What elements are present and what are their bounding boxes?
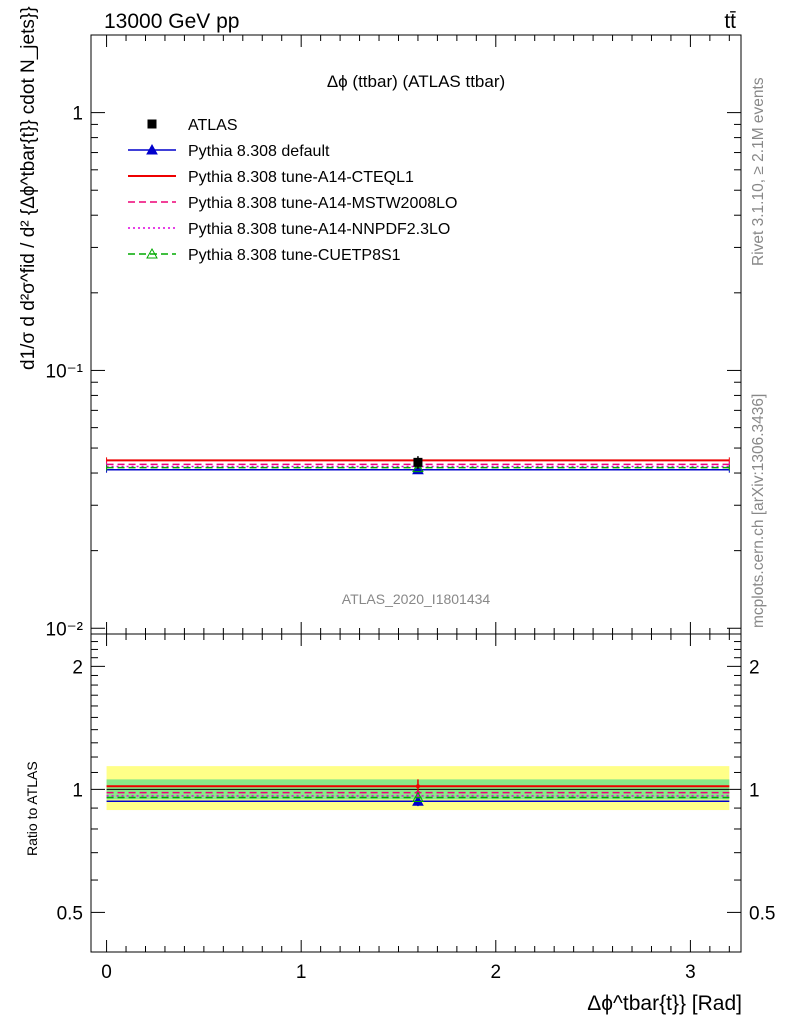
- x-tick-label: 1: [296, 962, 307, 983]
- ratio-series-group: [106, 779, 730, 807]
- x-axis-label: Δϕ^tbar{t}} [Rad]: [587, 992, 742, 1015]
- rivet-label: Rivet 3.1.10, ≥ 2.1M events: [750, 77, 767, 266]
- legend-label: Pythia 8.308 tune-CUETP8S1: [188, 247, 401, 264]
- x-tick-label: 3: [685, 962, 696, 983]
- legend-label: ATLAS: [188, 117, 238, 134]
- x-tick-label: 0: [101, 962, 112, 983]
- ratio-y-tick-label: 0.5: [57, 903, 83, 924]
- main-axis-ticks: 1 10⁻¹ 10⁻²: [46, 34, 741, 640]
- triangle-marker: [412, 791, 424, 803]
- triangle-marker: [146, 247, 158, 259]
- y-tick-label: 10⁻¹: [46, 361, 84, 382]
- ratio-axis-ticks: 2 2 1 1 0.5 0.5 0 1 2 3: [57, 634, 775, 983]
- data-marker: [413, 457, 423, 467]
- process-label: tt̄: [724, 10, 736, 33]
- main-y-axis-label: d1/σ d d²σ^fid / d² {Δϕ^tbar{t}} cdot N_…: [18, 0, 39, 370]
- data-marker: [147, 119, 157, 129]
- analysis-watermark: ATLAS_2020_I1801434: [342, 591, 491, 607]
- ratio-y-tick-label-right: 0.5: [749, 903, 775, 924]
- main-series-group: [106, 456, 730, 475]
- triangle-marker: [146, 143, 158, 155]
- ratio-y-axis-label: Ratio to ATLAS: [24, 761, 40, 856]
- triangle-marker: [412, 795, 424, 806]
- y-tick-label: 1: [72, 104, 83, 125]
- chart-title: Δϕ (ttbar) (ATLAS ttbar): [327, 72, 505, 91]
- mcplots-label: mcplots.cern.ch [arXiv:1306.3436]: [750, 394, 767, 628]
- ratio-y-tick-label-right: 1: [749, 780, 760, 801]
- ratio-y-tick-label-right: 2: [749, 657, 760, 678]
- legend-label: Pythia 8.308 default: [188, 143, 330, 160]
- energy-label: 13000 GeV pp: [104, 10, 239, 33]
- x-tick-label: 2: [491, 962, 502, 983]
- legend-label: Pythia 8.308 tune-A14-CTEQL1: [188, 169, 414, 186]
- legend: ATLAS Pythia 8.308 default Pythia 8.308 tu…: [128, 117, 457, 264]
- point-marker: [415, 784, 420, 789]
- triangle-marker: [412, 461, 424, 473]
- ratio-y-tick-label: 2: [72, 657, 83, 678]
- legend-label: Pythia 8.308 tune-A14-MSTW2008LO: [188, 195, 457, 212]
- y-tick-label: 10⁻²: [46, 619, 84, 640]
- ratio-panel-frame: [90, 633, 742, 953]
- ratio-y-tick-label: 1: [72, 780, 83, 801]
- legend-label: Pythia 8.308 tune-A14-NNPDF2.3LO: [188, 221, 450, 238]
